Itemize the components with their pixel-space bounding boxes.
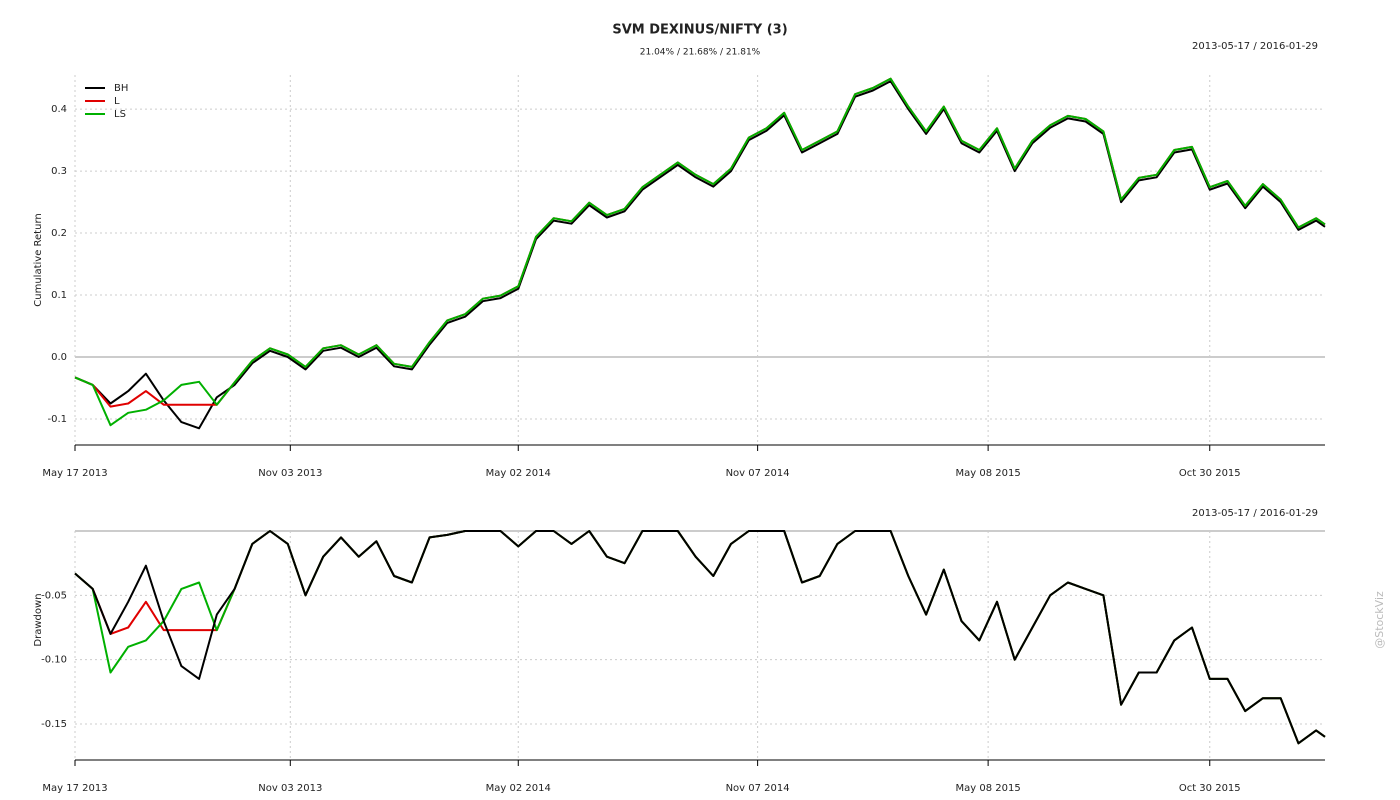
x-tick-label: May 17 2013 — [42, 468, 107, 479]
y-tick-label: 0.3 — [51, 166, 67, 177]
x-tick-label: May 02 2014 — [486, 468, 551, 479]
legend-label: LS — [114, 109, 126, 120]
y-tick-label: -0.1 — [47, 414, 67, 425]
chart-title: SVM DEXINUS/NIFTY (3) — [612, 23, 787, 38]
x-tick-label: Nov 07 2014 — [726, 783, 790, 794]
x-tick-label: Nov 03 2013 — [258, 783, 322, 794]
watermark: @StockViz — [1373, 591, 1386, 649]
y-tick-label: -0.10 — [41, 655, 67, 666]
date-range: 2013-05-17 / 2016-01-29 — [1192, 41, 1318, 52]
x-tick-label: Nov 03 2013 — [258, 468, 322, 479]
x-tick-label: May 08 2015 — [956, 468, 1021, 479]
x-tick-label: Nov 07 2014 — [726, 468, 790, 479]
x-tick-label: Oct 30 2015 — [1179, 468, 1241, 479]
y-tick-label: 0.1 — [51, 290, 67, 301]
date-range: 2013-05-17 / 2016-01-29 — [1192, 508, 1318, 519]
legend-label: L — [114, 96, 120, 107]
y-axis-label: Drawdown — [33, 593, 44, 646]
y-tick-label: 0.4 — [51, 104, 67, 115]
y-tick-label: 0.2 — [51, 228, 67, 239]
y-axis-label: Cumulative Return — [33, 213, 44, 306]
y-tick-label: -0.05 — [41, 590, 67, 601]
legend-label: BH — [114, 83, 128, 94]
y-tick-label: -0.15 — [41, 719, 67, 730]
x-tick-label: May 08 2015 — [956, 783, 1021, 794]
x-tick-label: May 17 2013 — [42, 783, 107, 794]
x-tick-label: Oct 30 2015 — [1179, 783, 1241, 794]
series-line — [74, 530, 1326, 745]
x-tick-label: May 02 2014 — [486, 783, 551, 794]
series-line — [74, 77, 1326, 427]
y-tick-label: 0.0 — [51, 352, 67, 363]
chart-subtitle: 21.04% / 21.68% / 21.81% — [640, 48, 761, 58]
series-line — [74, 80, 1326, 430]
